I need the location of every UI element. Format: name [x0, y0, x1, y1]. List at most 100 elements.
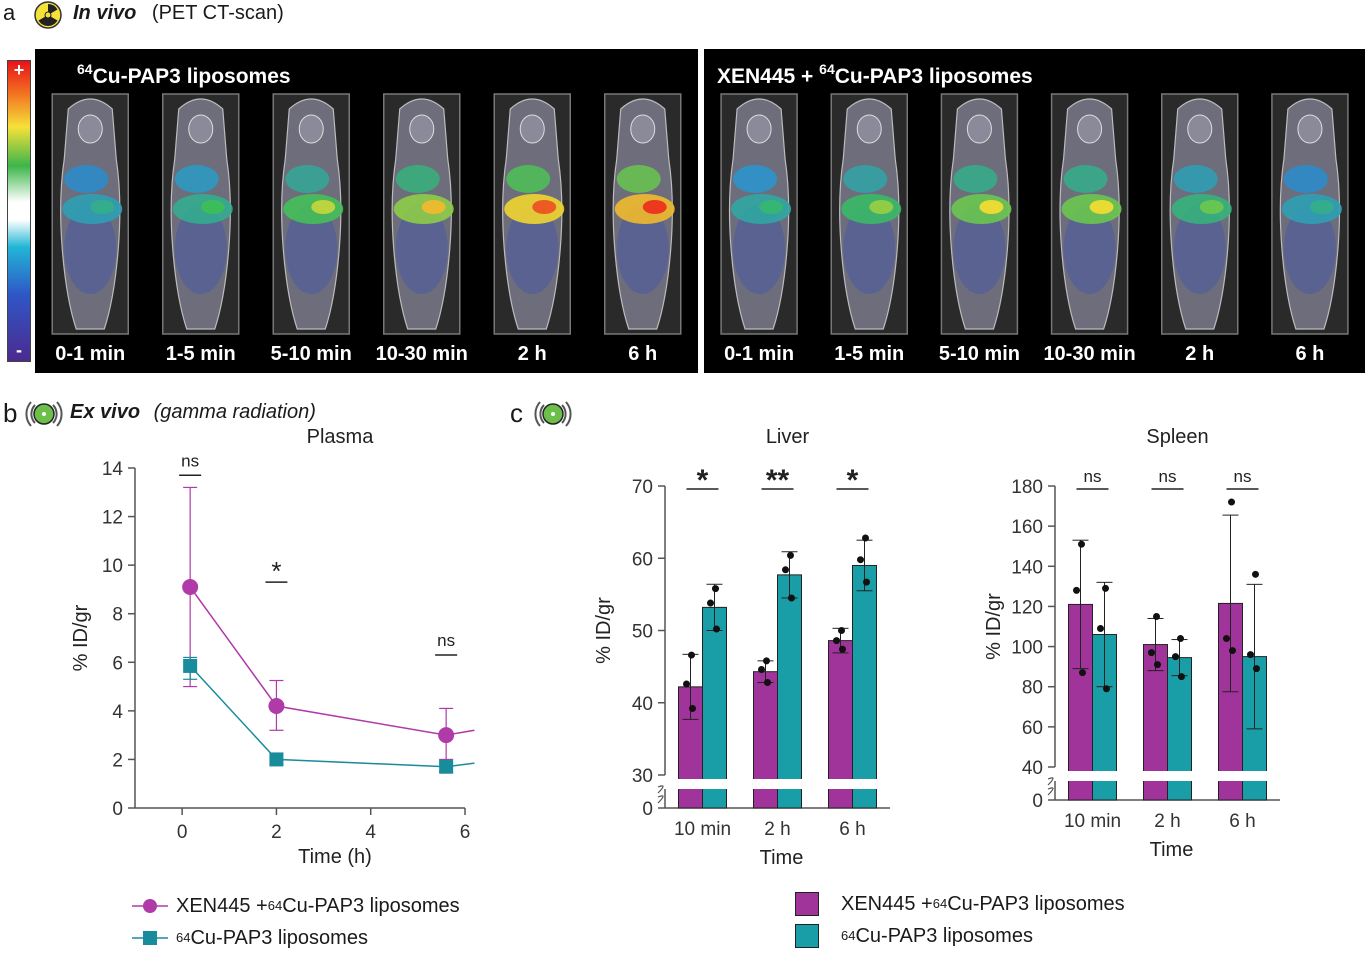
- plasma-y-tick-label: 10: [102, 556, 123, 577]
- pet-group-title-main: Cu-PAP3 liposomes: [93, 65, 291, 88]
- legend-c-item-2: 64 Cu-PAP3 liposomes: [795, 920, 1125, 952]
- spleen-x-label: Time: [1150, 839, 1194, 861]
- pet-group-title-main: Cu-PAP3 liposomes: [835, 65, 1033, 88]
- liver-data-point: [764, 679, 771, 687]
- liver-data-point: [683, 680, 690, 688]
- pet-heart-signal: [1283, 165, 1328, 193]
- pet-liver-hotspot: [642, 200, 667, 214]
- liver-y-tick-label: 0: [642, 799, 653, 820]
- pet-head: [298, 114, 324, 144]
- pet-timepoint-label: 1-5 min: [166, 343, 236, 365]
- liver-data-point: [707, 599, 714, 607]
- colorbar-plus: +: [13, 60, 25, 80]
- panel-b-title-rest: (gamma radiation): [153, 401, 316, 423]
- liver-data-point: [787, 551, 794, 559]
- pet-scan-image: [162, 93, 240, 335]
- spleen-data-point: [1153, 612, 1160, 620]
- plasma-sig-label: *: [271, 556, 281, 586]
- spleen-sig-label: ns: [1234, 467, 1252, 486]
- legend-c-swatch-2: [795, 924, 819, 948]
- pet-timepoint-label: 0-1 min: [724, 343, 794, 365]
- pet-timepoint-label: 1-5 min: [834, 343, 904, 365]
- legend-b-label-1-sup: 64: [267, 898, 283, 913]
- plasma-title: Plasma: [307, 426, 375, 448]
- plasma-x-tick-label: 4: [365, 822, 376, 843]
- legend-c-label-1-sup: 64: [932, 896, 948, 911]
- pet-timepoint-label: 10-30 min: [1043, 343, 1135, 365]
- plasma-point-circle: [438, 727, 455, 744]
- liver-data-point: [713, 625, 720, 633]
- panel-b-title-italic: Ex vivo: [70, 401, 141, 423]
- spleen-axis-break: [1047, 787, 1054, 796]
- pet-liver-hotspot: [759, 200, 784, 214]
- pet-abdomen: [1283, 204, 1336, 294]
- spleen-data-point: [1247, 651, 1254, 659]
- plasma-series-line: [189, 586, 475, 736]
- pet-timepoint-label: 6 h: [1295, 343, 1324, 365]
- liver-data-point: [863, 578, 870, 586]
- pet-scan-image: [1050, 93, 1129, 335]
- pet-heart-signal: [733, 165, 778, 193]
- pet-head: [1187, 114, 1213, 144]
- spleen-y-tick-label: 40: [1022, 758, 1043, 779]
- liver-y-tick-label: 40: [632, 694, 653, 715]
- spleen-data-point: [1097, 625, 1104, 633]
- spleen-data-point: [1079, 669, 1086, 677]
- legend-b-label-1-prefix: XEN445 +: [176, 895, 268, 917]
- pet-heart-signal: [174, 165, 219, 193]
- spleen-break-gap: [1216, 771, 1269, 781]
- pet-timepoint-label: 5-10 min: [939, 343, 1020, 365]
- liver-title: Liver: [766, 426, 810, 448]
- spleen-data-point: [1177, 635, 1184, 643]
- panel-a-title-rest: (PET CT-scan): [151, 2, 284, 24]
- panel-a-letter: a: [3, 0, 16, 25]
- spleen-x-tick-label: 2 h: [1154, 811, 1180, 832]
- pet-scan-image: [720, 93, 798, 335]
- liver-sig-label: *: [697, 464, 709, 497]
- pet-abdomen: [285, 204, 338, 294]
- liver-data-point: [688, 651, 695, 659]
- legend-c-label-1-main: Cu-PAP3 liposomes: [947, 893, 1125, 915]
- pet-abdomen: [953, 204, 1006, 294]
- spleen-data-point: [1229, 647, 1236, 655]
- spleen-data-point: [1223, 635, 1230, 643]
- legend-b-item-1: XEN445 + 64 Cu-PAP3 liposomes: [130, 890, 460, 922]
- liver-data-point: [758, 666, 765, 674]
- plasma-sig-label: ns: [181, 451, 199, 470]
- spleen-axis-break: [1047, 777, 1054, 786]
- plasma-y-tick-label: 0: [112, 799, 123, 820]
- pet-group-title-prefix: XEN445 +: [717, 65, 819, 88]
- spleen-sig-label: ns: [1159, 467, 1177, 486]
- pet-heart-signal: [953, 165, 998, 193]
- pet-timepoint-label: 10-30 min: [376, 343, 468, 365]
- spleen-data-point: [1078, 540, 1085, 548]
- pet-head: [630, 114, 656, 144]
- colorbar-minus: -: [16, 340, 22, 360]
- liver-x-label: Time: [760, 847, 804, 869]
- radiation-icon: [34, 1, 62, 29]
- pet-heart-signal: [285, 165, 330, 193]
- legend-circle-marker: [132, 899, 168, 913]
- pet-group-title-sup: 64: [819, 61, 835, 77]
- pet-abdomen: [395, 204, 448, 294]
- liver-x-tick-label: 10 min: [674, 819, 731, 840]
- liver-bar: [777, 574, 802, 809]
- pet-heart-signal: [64, 165, 109, 193]
- legend-c-label-1-prefix: XEN445 +: [841, 893, 933, 915]
- liver-chart: Liver 30 40 50 60 70 0 % ID/gr Time 10 min * 2 h ** 6…: [593, 426, 890, 869]
- pet-abdomen: [616, 204, 669, 294]
- plasma-series-line: [189, 665, 475, 768]
- spleen-x-tick-label: 10 min: [1064, 811, 1121, 832]
- legend-c-swatch-1: [795, 892, 819, 916]
- pet-liver-hotspot: [1199, 200, 1224, 214]
- pet-heart-signal: [506, 165, 551, 193]
- pet-head: [1297, 114, 1323, 144]
- plasma-y-tick-label: 8: [112, 605, 123, 626]
- pet-group-svg: XEN445 + 64Cu-PAP3 liposomes 0-1 min 1-5 m…: [717, 61, 1349, 365]
- plasma-y-tick-label: 4: [112, 702, 123, 723]
- liver-data-point: [788, 594, 795, 602]
- pet-liver-hotspot: [421, 200, 446, 214]
- pet-heart-signal: [843, 165, 888, 193]
- plasma-point-square: [269, 752, 284, 767]
- plasma-y-tick-label: 14: [102, 459, 124, 480]
